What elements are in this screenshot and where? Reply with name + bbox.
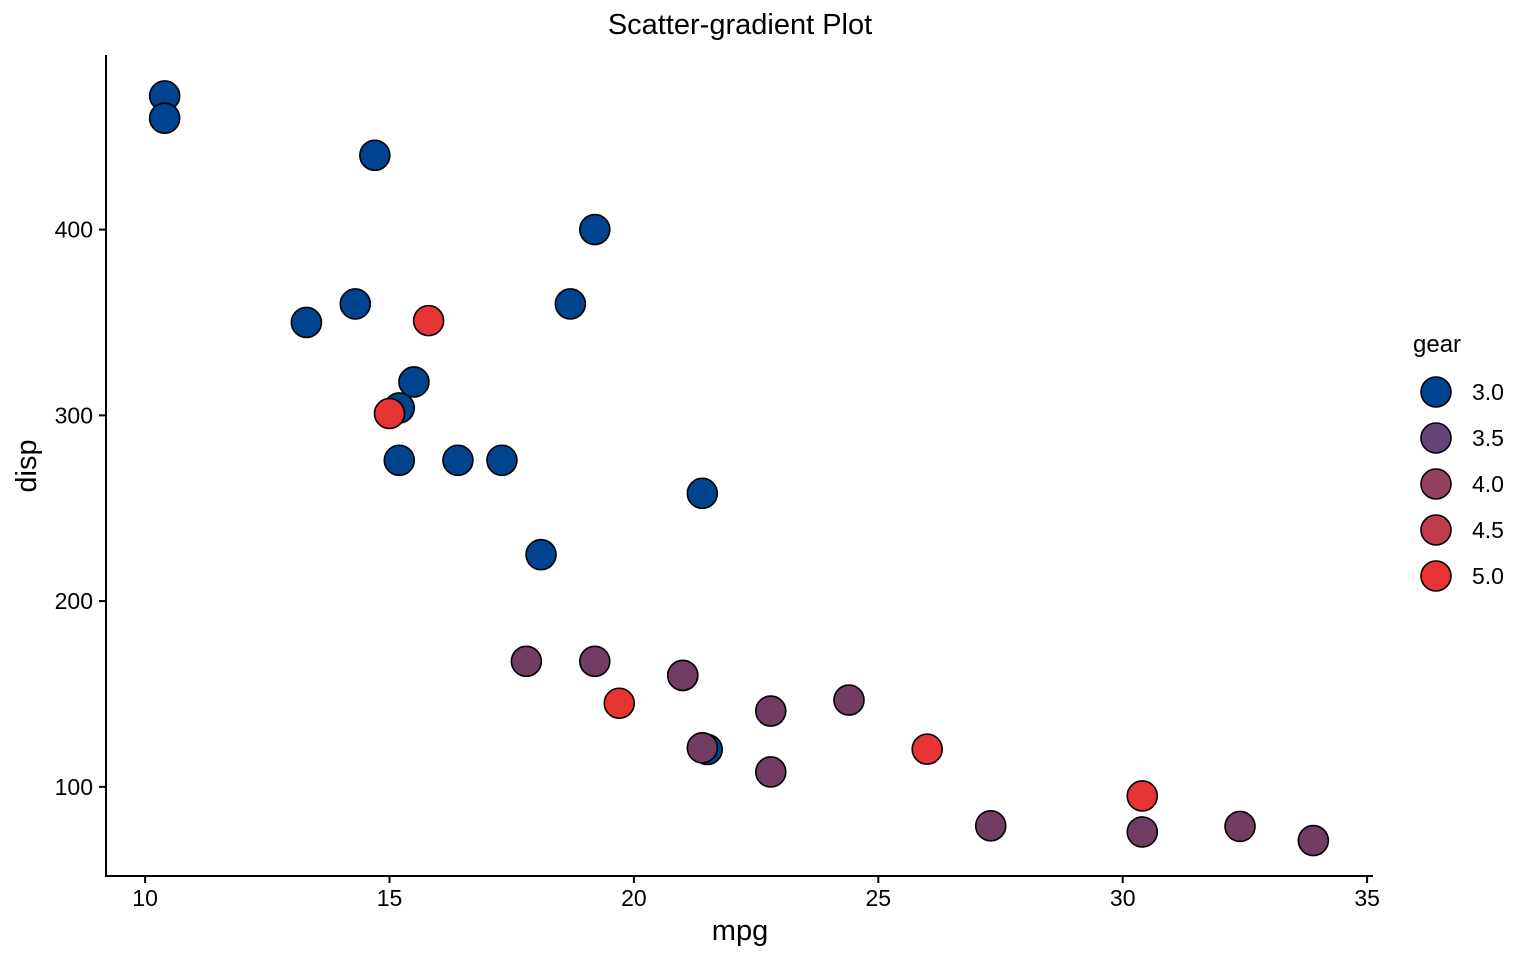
legend: gear 3.0 3.5 4.0 4.5 5.0 xyxy=(1413,331,1504,592)
y-tick-label: 400 xyxy=(55,217,93,243)
legend-label: 3.0 xyxy=(1472,379,1504,405)
x-ticks: 10 15 20 25 30 35 xyxy=(132,876,1380,911)
data-point xyxy=(603,687,636,720)
x-tick-label: 30 xyxy=(1110,885,1136,911)
legend-swatch xyxy=(1420,560,1452,592)
data-point xyxy=(339,288,372,320)
data-point xyxy=(412,304,445,337)
y-tick-label: 300 xyxy=(55,402,93,428)
data-point xyxy=(398,366,430,398)
x-tick-label: 10 xyxy=(132,885,158,911)
x-tick-label: 25 xyxy=(866,885,892,911)
legend-label: 5.0 xyxy=(1472,563,1504,589)
legend-swatch xyxy=(1420,514,1452,546)
x-tick-label: 15 xyxy=(377,885,403,911)
legend-title: gear xyxy=(1413,331,1461,358)
data-point xyxy=(554,288,587,320)
data-point xyxy=(579,645,611,678)
data-point xyxy=(754,695,787,727)
legend-label: 3.5 xyxy=(1472,425,1504,451)
points-layer xyxy=(148,80,1330,857)
data-point xyxy=(686,477,719,510)
y-ticks: 100 200 300 400 xyxy=(55,217,106,800)
data-point xyxy=(525,538,557,571)
data-point xyxy=(1126,780,1159,812)
data-point xyxy=(383,444,416,477)
data-point xyxy=(666,659,699,692)
x-tick-label: 20 xyxy=(621,885,647,911)
y-axis-title: disp xyxy=(11,439,43,492)
data-point xyxy=(579,213,611,246)
y-tick-label: 100 xyxy=(55,774,93,800)
data-point xyxy=(510,645,543,678)
data-point xyxy=(1224,810,1256,843)
data-point xyxy=(359,139,391,172)
data-point xyxy=(974,810,1007,842)
data-point xyxy=(686,732,719,764)
data-point xyxy=(373,397,406,430)
x-axis-title: mpg xyxy=(712,915,768,947)
plot-area: 10 15 20 25 30 35 100 200 300 400 xyxy=(55,55,1380,911)
legend-label: 4.0 xyxy=(1472,471,1504,497)
legend-swatch xyxy=(1420,468,1452,500)
data-point xyxy=(911,733,943,765)
chart-title: Scatter-gradient Plot xyxy=(608,9,872,41)
data-point xyxy=(290,306,323,339)
legend-swatch xyxy=(1420,422,1452,454)
legend-label: 4.5 xyxy=(1472,517,1504,543)
data-point xyxy=(486,444,518,477)
legend-entries: 3.0 3.5 4.0 4.5 5.0 xyxy=(1420,376,1504,592)
data-point xyxy=(833,684,865,716)
data-point xyxy=(1126,816,1159,848)
data-point xyxy=(754,756,787,788)
x-tick-label: 35 xyxy=(1354,885,1380,911)
y-tick-label: 200 xyxy=(55,588,93,614)
data-point xyxy=(442,444,474,477)
legend-swatch xyxy=(1420,376,1452,408)
data-point xyxy=(148,102,181,134)
data-point xyxy=(1297,824,1330,857)
